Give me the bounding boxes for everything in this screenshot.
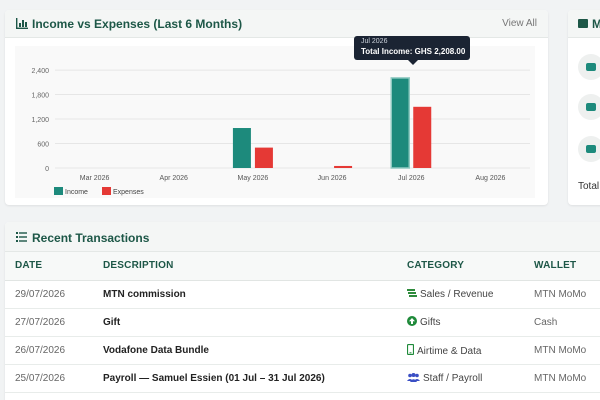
wallets-card: M Total [568, 10, 600, 205]
column-header-description[interactable]: DESCRIPTION [103, 252, 407, 281]
row-date: 27/07/2026 [5, 308, 103, 337]
mobile-icon [407, 343, 414, 355]
arrow-up-circle-icon [407, 316, 417, 326]
bar-expenses [334, 165, 353, 168]
legend-swatch [54, 187, 63, 195]
transactions-card-title: Recent Transactions [32, 231, 150, 245]
table-row[interactable]: 25/07/2026 Payroll — Samuel Essien (01 J… [5, 364, 600, 393]
y-tick-label: 600 [37, 142, 49, 149]
x-tick-label: Aug 2026 [475, 175, 505, 182]
transactions-card-header: Recent Transactions [5, 222, 600, 252]
table-row[interactable]: 26/07/2026 Vodafone Data Bundle Airtime … [5, 336, 600, 365]
table-header-row: DATE DESCRIPTION CATEGORY WALLET [5, 252, 600, 281]
row-description: Vodafone Data Bundle [103, 336, 407, 365]
bar-expenses [254, 147, 273, 168]
recent-transactions-card: Recent Transactions DATE DESCRIPTION CAT… [5, 222, 600, 400]
chart-card-header: Income vs Expenses (Last 6 Months) View … [5, 10, 548, 38]
x-tick-label: Apr 2026 [160, 175, 189, 182]
view-all-link[interactable]: View All [502, 18, 537, 29]
x-tick-label: Jun 2026 [318, 175, 347, 182]
income-expenses-chart: 0 600 1,200 1,800 2,400 Mar 2026 Apr 2026 May 2… [31, 68, 530, 196]
wallets-card-title: M [592, 17, 600, 31]
wallets-card-header: M [568, 10, 600, 38]
bar-chart-icon [16, 18, 28, 29]
x-tick-label: Jul 2026 [398, 175, 425, 182]
bar-income [232, 128, 251, 168]
tooltip-arrow [408, 60, 418, 65]
bar-highlight [390, 77, 410, 169]
row-wallet: MTN MoMo [534, 364, 600, 393]
row-date: 29/07/2026 [5, 280, 103, 309]
money-icon [407, 288, 417, 297]
row-description: Gift [103, 308, 407, 337]
table-row[interactable]: 27/07/2026 Gift Gifts Cash [5, 308, 600, 337]
row-description: Payroll — Samuel Essien (01 Jul – 31 Jul… [103, 364, 407, 393]
legend-label: Expenses [113, 189, 144, 196]
chart-tooltip: Jul 2026 Total Income: GHS 2,208.00 [354, 36, 470, 60]
wallet-icon [578, 19, 588, 28]
tooltip-month: Jul 2026 [361, 38, 388, 45]
y-tick-label: 2,400 [31, 68, 49, 75]
row-category: Staff / Payroll [407, 364, 534, 393]
legend-label: Income [65, 189, 88, 196]
y-tick-label: 1,800 [31, 93, 49, 100]
transactions-table: DATE DESCRIPTION CATEGORY WALLET 29/07/2… [5, 252, 600, 393]
row-wallet: MTN MoMo [534, 280, 600, 309]
row-wallet: Cash [534, 308, 600, 337]
x-tick-label: May 2026 [238, 175, 269, 182]
y-tick-label: 1,200 [31, 117, 49, 124]
row-category: Airtime & Data [407, 336, 534, 365]
row-wallet: MTN MoMo [534, 336, 600, 365]
row-category: Sales / Revenue [407, 280, 534, 309]
column-header-wallet[interactable]: WALLET [534, 252, 600, 281]
bar-income [391, 77, 410, 168]
legend-swatch [102, 187, 111, 195]
wallets-total-label: Total [578, 181, 600, 192]
wallet-item-icon[interactable] [578, 94, 600, 120]
wallet-item-icon[interactable] [578, 136, 600, 162]
row-date: 26/07/2026 [5, 336, 103, 365]
row-date: 25/07/2026 [5, 364, 103, 393]
wallet-item-icon[interactable] [578, 54, 600, 80]
bar-expenses [413, 106, 432, 168]
chart-area: 0 600 1,200 1,800 2,400 Mar 2026 Apr 2026 May 2… [15, 46, 535, 198]
list-icon [16, 232, 27, 242]
y-tick-label: 0 [45, 166, 49, 173]
table-row[interactable]: 29/07/2026 MTN commission Sales / Revenu… [5, 280, 600, 309]
row-category: Gifts [407, 308, 534, 337]
x-tick-label: Mar 2026 [80, 175, 110, 182]
chart-card-title: Income vs Expenses (Last 6 Months) [32, 17, 243, 31]
users-icon [407, 372, 420, 382]
tooltip-value: Total Income: GHS 2,208.00 [361, 47, 466, 56]
row-description: MTN commission [103, 280, 407, 309]
column-header-category[interactable]: CATEGORY [407, 252, 534, 281]
column-header-date[interactable]: DATE [5, 252, 103, 281]
